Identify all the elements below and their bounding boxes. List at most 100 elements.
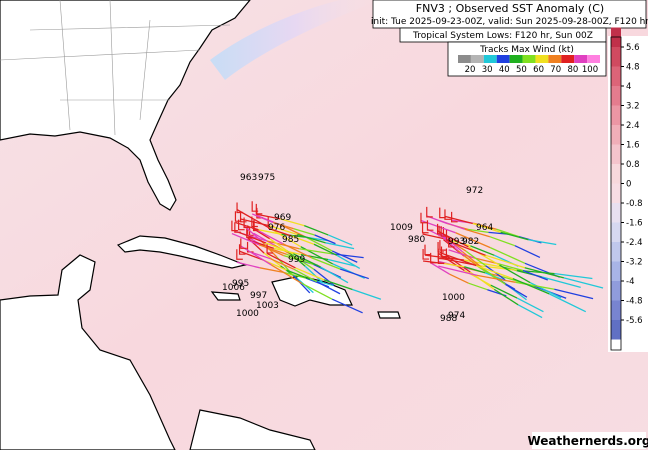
track-segment [266, 252, 296, 269]
colorbar-tick-label: 3.2 [626, 102, 640, 112]
low-label: 969 [274, 213, 291, 223]
track-segment [258, 244, 287, 255]
low-marker [444, 209, 451, 220]
low-marker [251, 201, 259, 212]
low-marker [246, 241, 254, 253]
low-marker [243, 217, 251, 229]
wind-color-box [496, 55, 510, 63]
track-segment [455, 232, 491, 249]
track-segment [541, 276, 581, 288]
colorbar-cell [611, 222, 621, 242]
low-marker [437, 241, 445, 253]
track-segment [327, 258, 356, 267]
track-segment [470, 245, 495, 256]
track-segment [437, 252, 465, 272]
watermark-box [532, 432, 646, 449]
low-label: 999 [288, 255, 305, 265]
colorbar-cell [611, 242, 621, 262]
low-label: 995 [232, 279, 249, 289]
colorbar-tick-label: -4 [626, 277, 634, 287]
low-marker [239, 211, 247, 223]
track-segment [336, 254, 361, 270]
track-segment [490, 284, 518, 299]
track-segment [514, 245, 541, 259]
wind-color-box [509, 55, 523, 63]
track-segment [479, 265, 518, 271]
low-marker [421, 222, 429, 234]
gulf-stream [210, 0, 380, 80]
track-segment [235, 221, 259, 231]
track-segment [331, 250, 358, 263]
track-segment [314, 234, 336, 245]
track-segment [439, 219, 466, 230]
track-segment [258, 229, 282, 235]
track-segment [304, 224, 329, 236]
track-segment [516, 297, 544, 313]
track-segment [352, 288, 382, 300]
low-marker [437, 253, 445, 264]
track-segment [253, 227, 284, 245]
colorbar-cell [611, 47, 621, 67]
track-segment [304, 265, 324, 284]
colorbar-cell [611, 105, 621, 125]
track-segment [476, 264, 514, 280]
low-label: 976 [268, 223, 285, 233]
low-marker [234, 211, 242, 222]
track-segment [266, 240, 300, 250]
low-label: 988 [440, 314, 457, 324]
track-segment [286, 269, 311, 280]
land [0, 0, 401, 450]
track-segment [280, 218, 305, 227]
low-label: 1000 [236, 309, 259, 319]
track-segment [292, 275, 311, 294]
track-segment [422, 233, 447, 240]
state-borders [0, 0, 231, 136]
wind-tick-label: 100 [582, 65, 598, 75]
track-segment [549, 293, 587, 313]
track-segment [293, 228, 315, 236]
track-segment [286, 253, 314, 266]
colorbar-cell [611, 125, 621, 145]
colorbar-cell [611, 183, 621, 203]
track-segment [281, 233, 305, 238]
track-segment [282, 243, 312, 259]
subtitle: init: Tue 2025-09-23-00Z, valid: Sun 202… [371, 17, 648, 27]
track-segment [444, 215, 473, 225]
wind-color-box [522, 55, 536, 63]
low-label: 993 [448, 237, 465, 247]
track-segment [443, 262, 465, 268]
wind-tick-label: 60 [533, 65, 544, 75]
title-box [372, 0, 647, 29]
track-segment [476, 274, 516, 283]
track-segment [268, 227, 292, 237]
low-marker [240, 238, 247, 249]
track-segment [238, 231, 267, 244]
track-segment [325, 242, 355, 250]
track-segment [505, 283, 528, 298]
track-segment [259, 267, 283, 273]
low-marker [231, 220, 238, 232]
track-segment [430, 262, 450, 275]
title: FNV3 ; Observed SST Anomaly (C) [416, 2, 604, 15]
colorbar-cell [611, 86, 621, 106]
low-label: 1000 [442, 293, 465, 303]
watermark: Weathernerds.org [527, 434, 648, 448]
wind-tick-label: 40 [499, 65, 510, 75]
wind-color-box [561, 55, 575, 63]
track-segment [331, 253, 364, 259]
track-segment [270, 264, 303, 284]
low-label: 974 [448, 311, 465, 321]
low-marker [420, 212, 427, 224]
track-segment [563, 277, 604, 289]
colorbar-cell [611, 261, 621, 281]
track-segment [465, 250, 487, 267]
wind-color-box [483, 55, 497, 63]
track-segment [468, 282, 488, 291]
low-marker [439, 240, 446, 251]
storm-tracks [231, 201, 604, 319]
track-segment [339, 268, 369, 280]
track-segment [449, 273, 469, 284]
track-segment [297, 233, 326, 244]
track-segment [269, 238, 288, 252]
